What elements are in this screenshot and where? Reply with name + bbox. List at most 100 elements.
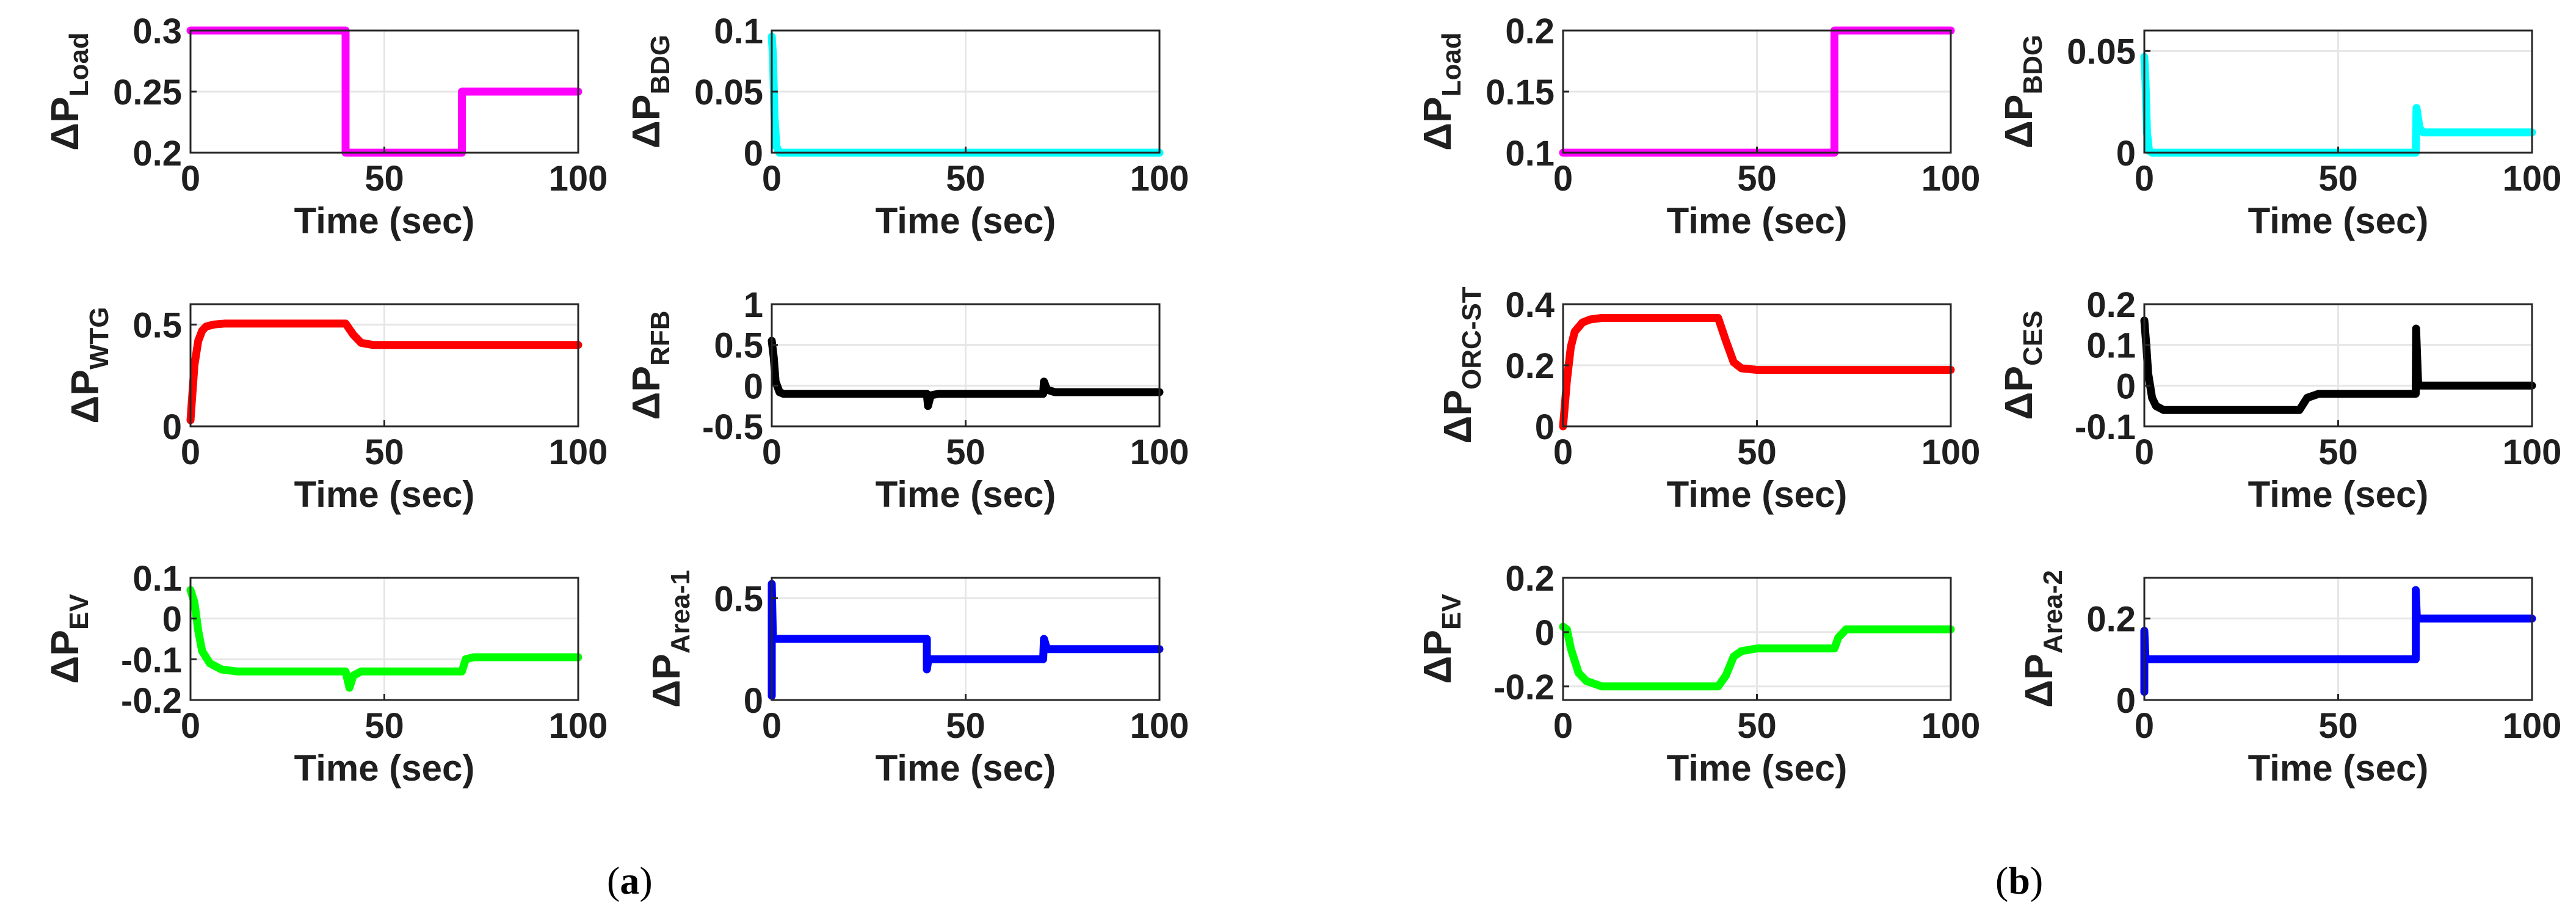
x-axis-label: Time (sec)	[1667, 474, 1848, 515]
y-tick-label: 0.5	[714, 579, 763, 619]
subplot-b6: 0 50 100 0 0.2 Time (sec) ΔPArea-2	[2017, 570, 2561, 789]
caption-b: (b)	[1995, 859, 2044, 902]
y-tick-label: 0.1	[714, 12, 763, 51]
x-tick-label: 100	[1130, 706, 1189, 746]
series-line-a5	[186, 586, 582, 692]
y-tick-label: 0.5	[132, 305, 182, 345]
y-tick-label: 0.25	[113, 73, 182, 112]
y-axis-label-main: ΔP	[43, 97, 87, 151]
y-tick-label: 0.2	[132, 134, 182, 173]
y-tick-label: 0	[162, 407, 182, 447]
x-axis-label: Time (sec)	[1667, 748, 1848, 789]
x-tick-label: 0	[181, 159, 200, 199]
x-axis-label: Time (sec)	[2248, 474, 2429, 515]
y-tick-label: 0	[1535, 407, 1555, 447]
y-tick-label: 0	[2116, 134, 2136, 173]
x-tick-label: 100	[1921, 159, 1981, 199]
x-tick-label: 100	[1130, 432, 1189, 472]
y-tick-label: 0.2	[1505, 559, 1555, 599]
y-axis-label-main: ΔP	[1997, 95, 2041, 149]
y-tick-label: 0	[744, 681, 763, 721]
y-axis-label-sub: EV	[64, 594, 94, 630]
y-axis-label: ΔPBDG	[624, 35, 675, 148]
y-axis-label-main: ΔP	[43, 630, 87, 684]
subplot-a1: 0 50 100 0.2 0.25 0.3 Time (sec) ΔPLoad	[43, 12, 608, 241]
series-line-b3	[1559, 314, 1955, 431]
y-axis-label-sub: Load	[64, 32, 94, 97]
subplot-b3: 0 50 100 0 0.2 0.4 Time (sec) ΔPORC-ST	[1435, 285, 1980, 515]
y-axis-label-main: ΔP	[624, 366, 668, 420]
x-tick-label: 50	[365, 159, 404, 199]
caption-a: (a)	[607, 859, 653, 902]
x-tick-label: 0	[2135, 159, 2154, 199]
x-axis-label: Time (sec)	[2248, 748, 2429, 789]
y-axis-label-sub: Area-2	[2038, 570, 2068, 654]
x-tick-label: 100	[2503, 706, 2562, 746]
y-tick-label: 0.1	[132, 559, 182, 599]
y-axis-label: ΔPRFB	[624, 310, 675, 420]
y-axis-label: ΔPCES	[1997, 310, 2048, 420]
y-axis-label-sub: BDG	[645, 35, 675, 95]
x-tick-label: 0	[2135, 706, 2154, 746]
x-tick-label: 0	[2135, 432, 2154, 472]
y-tick-label: 0	[744, 134, 763, 173]
x-tick-label: 0	[762, 432, 782, 472]
y-tick-label: 0.2	[2086, 285, 2136, 325]
x-tick-label: 100	[549, 159, 608, 199]
y-tick-label: 0	[2116, 366, 2136, 406]
y-axis-label-main: ΔP	[2017, 654, 2061, 708]
y-tick-label: -0.1	[2075, 407, 2136, 447]
y-axis-label: ΔPArea-1	[644, 570, 695, 708]
series-line-a3	[186, 319, 582, 425]
y-tick-label: 0	[2116, 681, 2136, 721]
y-tick-label: 0.5	[714, 326, 763, 366]
x-axis-label: Time (sec)	[876, 474, 1056, 515]
subplot-a3: 0 50 100 0 0.5 Time (sec) ΔPWTG	[63, 303, 608, 515]
subplot-b2: 0 50 100 0 0.05 Time (sec) ΔPBDG	[1997, 29, 2562, 241]
y-tick-label: -0.1	[121, 640, 182, 680]
y-tick-label: 0.05	[694, 73, 763, 112]
x-tick-label: 100	[2503, 159, 2562, 199]
x-tick-label: 50	[1737, 706, 1777, 746]
y-axis-label-sub: RFB	[645, 310, 675, 365]
y-axis-label-main: ΔP	[1997, 366, 2041, 420]
y-axis-label-main: ΔP	[1415, 630, 1459, 684]
x-tick-label: 0	[1553, 432, 1573, 472]
subplot-a2: 0 50 100 0 0.05 0.1 Time (sec) ΔPBDG	[624, 12, 1189, 241]
x-tick-label: 100	[2503, 432, 2562, 472]
y-tick-label: 0	[1535, 613, 1555, 653]
y-axis-label: ΔPWTG	[63, 307, 114, 423]
y-tick-label: 0.2	[1505, 346, 1555, 386]
x-tick-label: 0	[1553, 706, 1573, 746]
y-tick-label: 0.2	[2086, 600, 2136, 640]
x-tick-label: 50	[2318, 159, 2358, 199]
y-axis-label-sub: EV	[1437, 594, 1467, 630]
y-tick-label: 0	[744, 366, 763, 406]
y-axis-label-sub: ORC-ST	[1457, 286, 1487, 390]
x-tick-label: 0	[1553, 159, 1573, 199]
x-tick-label: 50	[2318, 432, 2358, 472]
x-tick-label: 50	[946, 159, 985, 199]
x-tick-label: 0	[762, 159, 782, 199]
y-axis-label-main: ΔP	[644, 654, 688, 708]
x-tick-label: 0	[762, 706, 782, 746]
y-tick-label: 0.1	[2086, 326, 2136, 366]
y-tick-label: 0	[162, 600, 182, 640]
x-axis-label: Time (sec)	[294, 474, 475, 515]
y-tick-label: 0.05	[2067, 32, 2136, 71]
y-axis-label-main: ΔP	[1415, 97, 1459, 151]
x-axis-label: Time (sec)	[1667, 200, 1848, 241]
x-tick-label: 50	[365, 706, 404, 746]
subplot-b1: 0 50 100 0.1 0.15 0.2 Time (sec) ΔPLoad	[1415, 12, 1980, 241]
y-axis-label-sub: WTG	[84, 307, 114, 370]
x-axis-label: Time (sec)	[876, 200, 1056, 241]
y-tick-label: 0.15	[1486, 73, 1555, 112]
x-axis-label: Time (sec)	[2248, 200, 2429, 241]
x-tick-label: 50	[2318, 706, 2358, 746]
x-tick-label: 0	[181, 706, 200, 746]
y-axis-label: ΔPArea-2	[2017, 570, 2068, 708]
